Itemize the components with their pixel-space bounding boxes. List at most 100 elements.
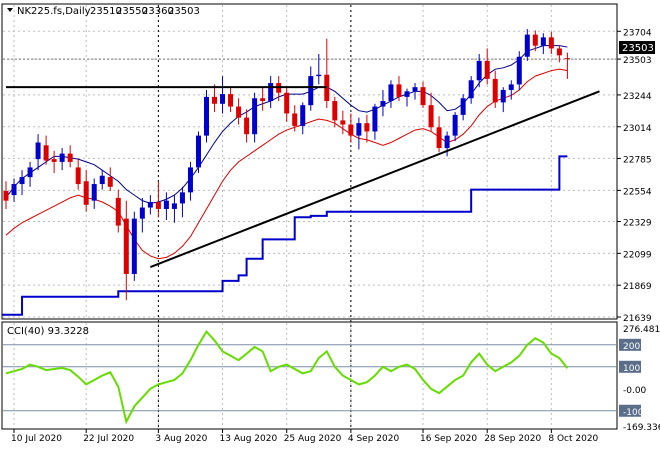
candle-body [380, 101, 386, 107]
candle-body [428, 105, 434, 128]
cci-y-tick-label: 276.4817 [623, 325, 660, 335]
candle-body [420, 87, 426, 106]
candle-body [316, 74, 322, 77]
candle-body [99, 175, 105, 185]
price-y-tick-label: 22785 [623, 155, 652, 165]
candle-body [292, 113, 298, 126]
price-y-tick-label: 23014 [623, 124, 652, 134]
candle-body [155, 202, 161, 209]
cci-y-tick-label: -100 [623, 408, 644, 418]
candle-body [91, 184, 97, 201]
candle-body [228, 94, 234, 107]
candle-body [220, 94, 226, 104]
cci-level-badge [619, 404, 641, 417]
high-value: 23550 [116, 6, 148, 17]
candle-body [27, 167, 33, 178]
candle-body [412, 87, 418, 92]
price-y-tick-label: 23503 [623, 56, 652, 66]
rising-trendline [149, 90, 600, 268]
open-value: 23510 [90, 6, 122, 17]
trendlines [6, 86, 600, 268]
candle-body [236, 106, 242, 118]
candle-body [163, 200, 169, 209]
candle-body [476, 60, 482, 81]
candle-body [3, 190, 9, 201]
price-y-tick-label: 23244 [623, 92, 652, 102]
dropdown-triangle-icon[interactable] [7, 8, 13, 12]
price-y-tick-label: 22329 [623, 219, 652, 229]
cci-panel-frame [1, 321, 618, 430]
candle-body [35, 142, 41, 160]
candle-body [516, 56, 522, 85]
grid [3, 5, 616, 428]
price-y-tick-label: 23704 [623, 28, 652, 38]
candle-body [115, 197, 121, 226]
last-price-box [619, 41, 655, 54]
cci-level-lines [3, 344, 616, 412]
cci-y-tick-label: 200 [623, 342, 640, 352]
cci-y-tick-label: -169.336 [623, 423, 660, 433]
candle-body [484, 60, 490, 79]
candle-body [524, 34, 530, 57]
candle-body [123, 218, 129, 274]
candle-body [492, 78, 498, 103]
price-y-tick-label: 22554 [623, 187, 652, 197]
candle-body [388, 84, 394, 102]
last-price-label: 23503 [622, 43, 654, 54]
x-tick-label: 13 Aug 2020 [220, 434, 278, 444]
price-panel-frame [1, 3, 618, 320]
candle-body [107, 177, 113, 187]
price-y-tick-label: 21869 [623, 282, 652, 292]
x-tick-label: 3 Aug 2020 [155, 434, 207, 444]
candle-body [51, 159, 57, 162]
candle-body [468, 80, 474, 99]
x-tick-label: 4 Sep 2020 [348, 434, 400, 444]
close-value: 23503 [168, 6, 200, 17]
x-tick-label: 28 Sep 2020 [484, 434, 541, 444]
candle-body [11, 184, 17, 196]
candle-body [187, 167, 193, 193]
cci-y-tick-label: -0.00 [623, 386, 647, 396]
x-tick-label: 22 Jul 2020 [83, 434, 134, 444]
candle-body [404, 91, 410, 97]
candle-body [171, 203, 177, 209]
slow-ma-line [5, 45, 568, 204]
candle-body [460, 98, 466, 115]
candle-body [139, 207, 145, 219]
candle-body [131, 218, 137, 274]
candle-body [308, 76, 314, 106]
axis-labels: 23704 23503 23244 23014 22785 22554 22329 22099… [11, 28, 660, 444]
fast-ma-line [5, 68, 568, 260]
candle-body [43, 145, 49, 161]
candle-body [500, 89, 506, 103]
candle-body [436, 127, 442, 149]
cci-line [5, 329, 569, 425]
candle-body [332, 101, 338, 121]
candle-body [396, 84, 402, 97]
x-tick-label: 16 Sep 2020 [420, 434, 477, 444]
candle-body [19, 177, 25, 185]
candle-body [67, 153, 73, 162]
price-y-tick-label: 22099 [623, 250, 652, 260]
candle-body [284, 92, 290, 114]
cci-y-tick-label: 100 [623, 364, 640, 374]
candle-body [532, 34, 538, 46]
candle-body [540, 37, 546, 46]
candle-body [195, 135, 201, 168]
low-value: 23360 [142, 6, 174, 17]
x-tick-label: 8 Oct 2020 [548, 434, 598, 444]
cci-level-badge [619, 338, 641, 351]
candle-body [212, 96, 218, 104]
candle-body [372, 106, 378, 132]
candle-body [244, 117, 250, 135]
candle-body [556, 48, 562, 56]
indicator-lines [2, 45, 568, 316]
candle-body [452, 114, 458, 136]
candle-body [444, 135, 450, 149]
candle-body [75, 167, 81, 185]
candle-body [348, 124, 354, 136]
candle-body [564, 58, 570, 60]
candle-body [147, 202, 153, 208]
